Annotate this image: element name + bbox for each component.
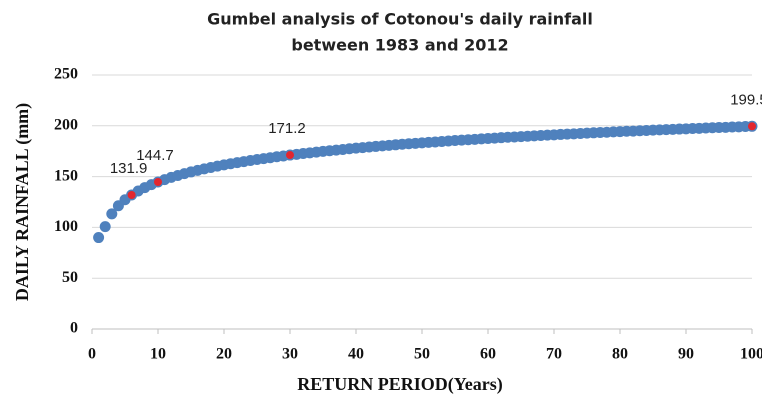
x-tick-label: 50 bbox=[414, 346, 430, 363]
x-tick-label: 10 bbox=[150, 346, 166, 363]
x-tick-label: 30 bbox=[282, 346, 298, 363]
x-tick-label: 0 bbox=[88, 346, 96, 363]
data-label: 199.5 bbox=[730, 91, 762, 108]
y-axis-label: DAILY RAINFALL (mm) bbox=[12, 103, 33, 301]
highlight-point bbox=[154, 177, 162, 186]
point bbox=[93, 232, 105, 244]
data-label: 144.7 bbox=[136, 147, 174, 164]
y-tick-label: 250 bbox=[54, 66, 78, 83]
y-tick-label: 0 bbox=[70, 320, 78, 337]
x-axis-label: RETURN PERIOD(Years) bbox=[297, 374, 503, 395]
x-tick-label: 40 bbox=[348, 346, 364, 363]
y-tick-label: 200 bbox=[54, 116, 78, 133]
highlight-point bbox=[748, 122, 756, 131]
point bbox=[99, 221, 111, 233]
data-label: 171.2 bbox=[268, 120, 306, 137]
data-label: 131.9 bbox=[110, 160, 148, 177]
x-tick-label: 90 bbox=[678, 346, 694, 363]
y-tick-label: 150 bbox=[54, 167, 78, 184]
point bbox=[106, 208, 118, 220]
x-tick-label: 80 bbox=[612, 346, 628, 363]
x-tick-label: 100 bbox=[740, 346, 762, 363]
highlight-point bbox=[286, 151, 294, 160]
y-tick-label: 50 bbox=[62, 269, 78, 286]
highlight-point bbox=[127, 190, 136, 199]
x-tick-label: 20 bbox=[216, 346, 232, 363]
x-tick-label: 70 bbox=[546, 346, 562, 363]
y-tick-label: 100 bbox=[54, 218, 78, 235]
x-tick-label: 60 bbox=[480, 346, 496, 363]
chart-title: between 1983 and 2012 bbox=[291, 36, 508, 55]
chart-title: Gumbel analysis of Cotonou's daily rainf… bbox=[207, 10, 593, 29]
